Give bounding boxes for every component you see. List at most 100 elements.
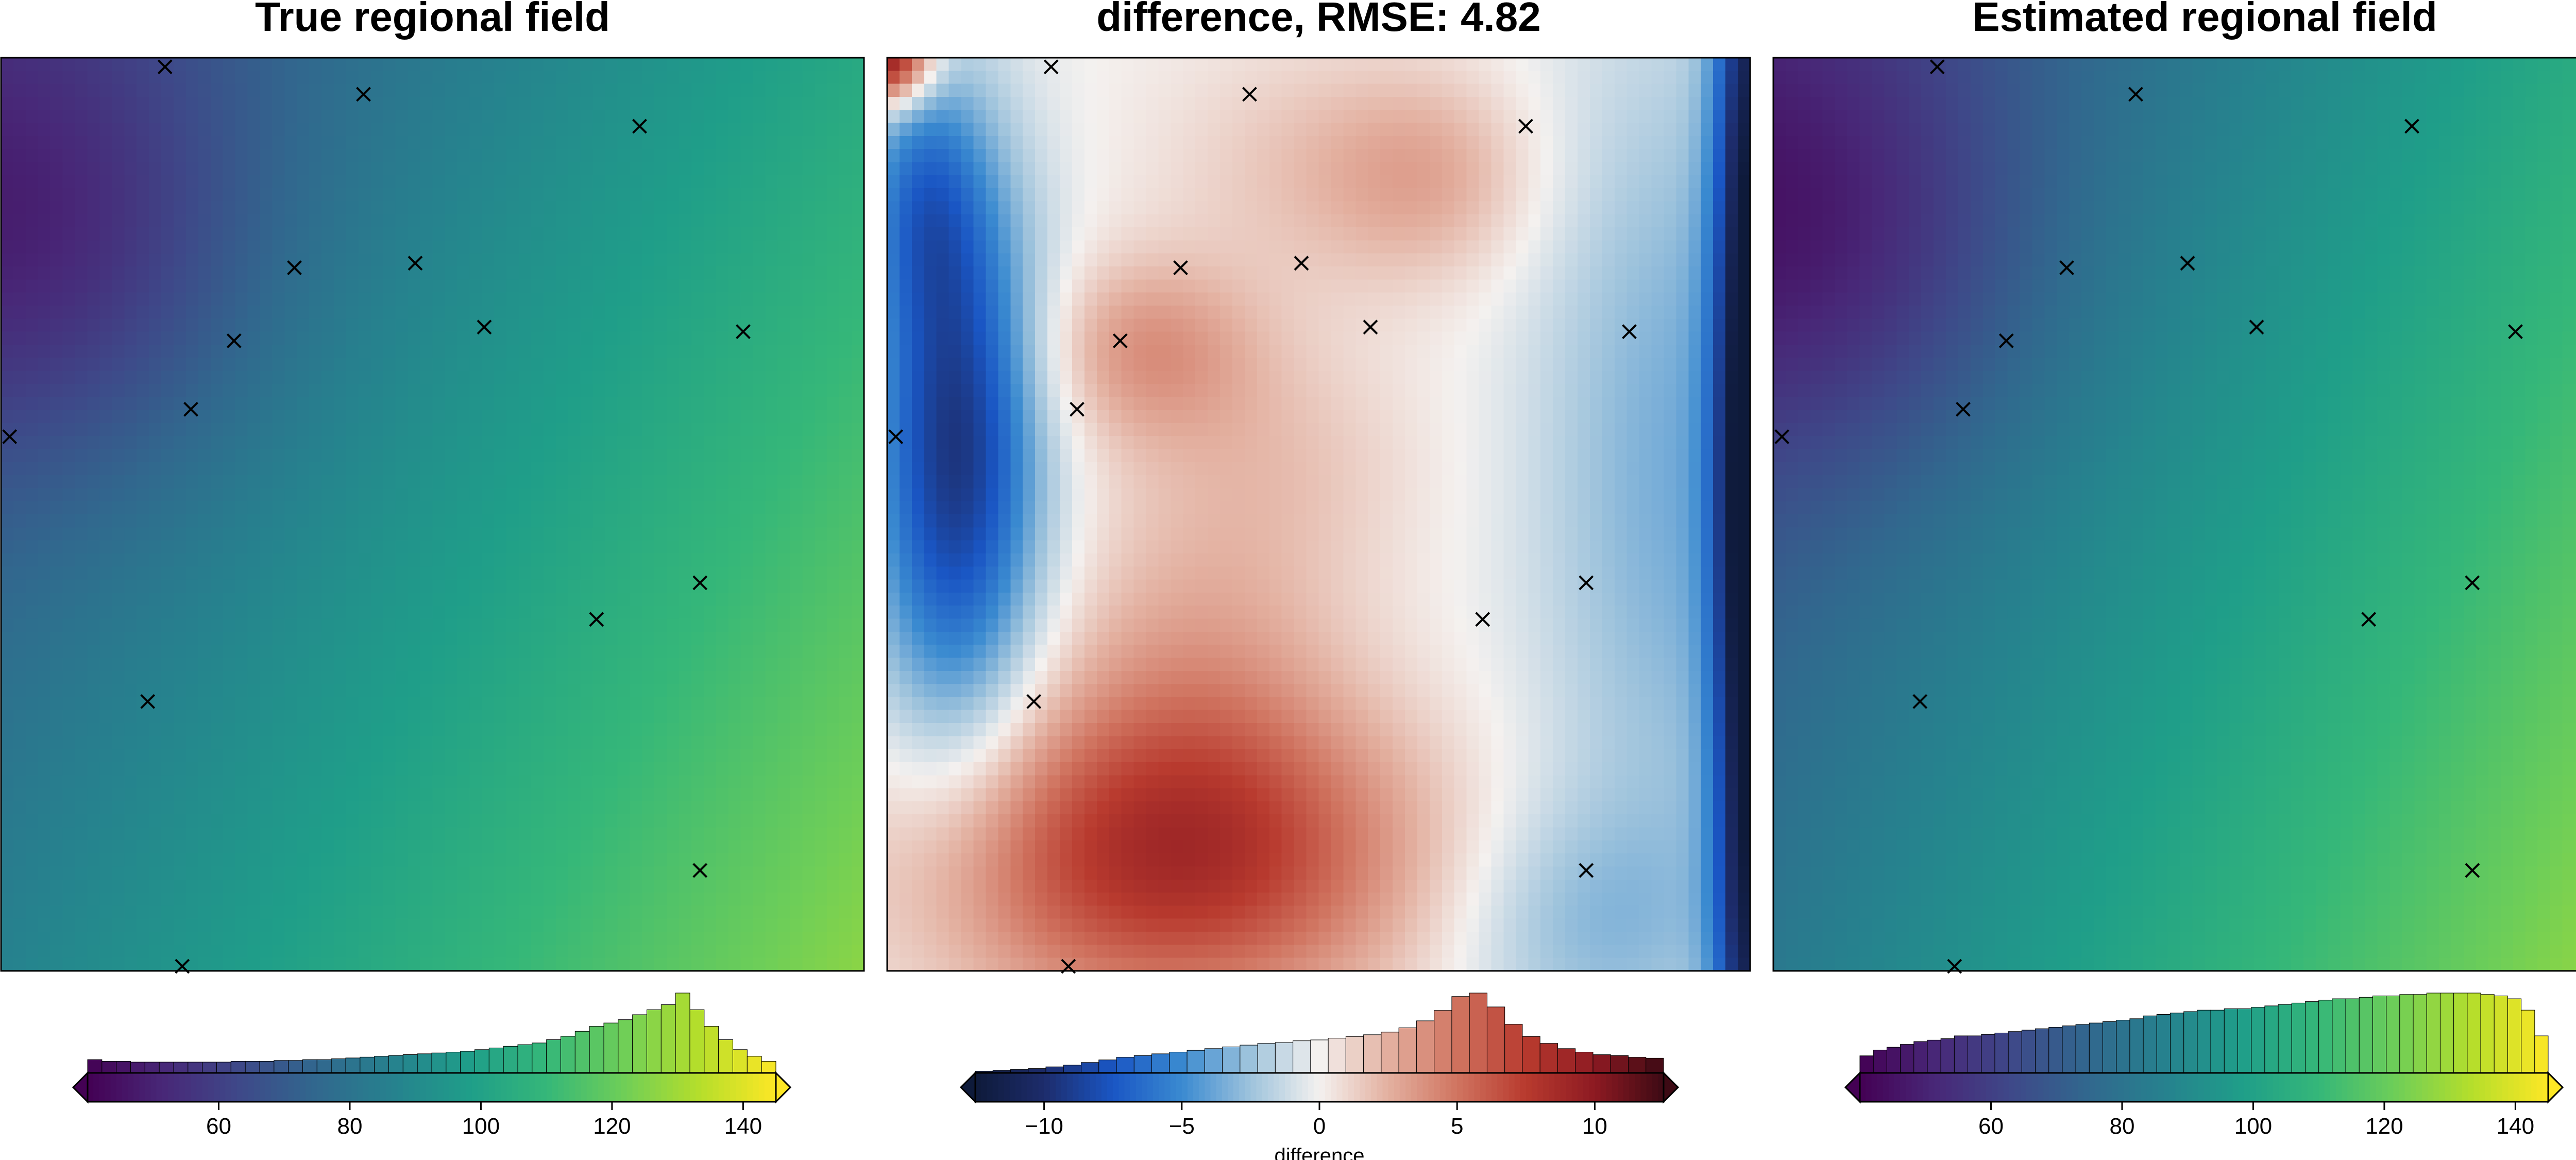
heatmap-cell [568,592,581,606]
heatmap-cell [827,606,840,619]
heatmap-cell [494,383,507,397]
heatmap-cell [753,866,766,880]
heatmap-cell [185,684,199,698]
heatmap-cell [284,436,298,450]
heatmap-cell [297,292,310,306]
histogram-bar [704,1026,719,1073]
heatmap-cell [765,814,778,828]
heatmap-cell [482,292,495,306]
heatmap-cell [654,397,667,411]
heatmap-cell [482,305,495,320]
heatmap-cell [408,201,421,215]
heatmap-cell [667,266,680,280]
heatmap-cell [543,96,556,111]
heatmap-cell [494,292,507,306]
heatmap-cell [210,318,224,332]
heatmap-cell [703,423,717,436]
heatmap-cell [247,397,261,411]
heatmap-cell [531,58,544,72]
heatmap-cell [667,110,680,124]
heatmap-cell [1,957,14,971]
heatmap-cell [852,866,865,880]
heatmap-cell [272,540,285,554]
heatmap-cell [852,123,865,137]
heatmap-cell [543,292,556,306]
heatmap-cell [753,344,766,359]
heatmap-cell [99,749,113,763]
heatmap-cell [691,383,704,397]
heatmap-cell [667,710,680,724]
heatmap-cell [112,71,125,85]
heatmap-cell [25,814,39,828]
heatmap-cell [555,553,569,567]
heatmap-cell [174,201,187,215]
heatmap-cell [309,670,322,684]
heatmap-cell [185,853,199,867]
heatmap-cell [555,801,569,815]
heatmap-cell [777,853,791,867]
heatmap-cell [852,201,865,215]
heatmap-cell [408,932,421,946]
heatmap-cell [408,827,421,841]
heatmap-cell [815,553,828,567]
heatmap-cell [531,723,544,737]
heatmap-cell [506,670,519,684]
heatmap-cell [852,96,865,111]
heatmap-cell [62,279,76,293]
heatmap-cell [112,96,125,111]
heatmap-cell [469,606,483,619]
heatmap-cell [198,71,211,85]
heatmap-cell [790,136,803,149]
heatmap-cell [75,606,88,619]
heatmap-cell [420,736,433,750]
heatmap-cell [827,658,840,671]
heatmap-cell [445,475,458,489]
heatmap-cell [223,149,236,163]
heatmap-cell [519,71,532,85]
heatmap-cell [1,631,14,645]
heatmap-cell [691,305,704,320]
heatmap-cell [691,344,704,359]
heatmap-cell [247,58,261,72]
heatmap-cell [592,436,606,450]
heatmap-cell [531,775,544,789]
heatmap-cell [223,853,236,867]
heatmap-cell [852,932,865,946]
heatmap-cell [592,566,606,580]
histogram-bar [603,1022,619,1073]
heatmap-cell [482,566,495,580]
heatmap-cell [728,227,741,241]
heatmap-cell [445,253,458,267]
heatmap-cell [210,527,224,541]
heatmap-cell [284,879,298,893]
heatmap-cell [654,227,667,241]
heatmap-cell [667,358,680,372]
heatmap-cell [827,762,840,776]
heatmap-cell [210,788,224,802]
heatmap-cell [716,762,729,776]
heatmap-cell [149,840,162,854]
heatmap-cell [494,670,507,684]
heatmap-cell [198,449,211,463]
heatmap-cell [38,540,51,554]
heatmap-cell [580,879,594,893]
heatmap-cell [247,110,261,124]
heatmap-cell [753,188,766,202]
heatmap-cell [716,201,729,215]
heatmap-cell [667,592,680,606]
heatmap-cell [161,188,174,202]
heatmap-cell [642,762,655,776]
heatmap-cell [137,383,149,397]
heatmap-cell [543,344,556,359]
heatmap-cell [50,344,63,359]
heatmap-cell [605,344,618,359]
heatmap-cell [38,266,51,280]
heatmap-cell [445,592,458,606]
heatmap-cell [679,253,692,267]
heatmap-cell [642,606,655,619]
heatmap-cell [284,932,298,946]
heatmap-cell [815,606,828,619]
heatmap-cell [223,410,236,424]
heatmap-cell [247,331,261,345]
heatmap-cell [642,553,655,567]
